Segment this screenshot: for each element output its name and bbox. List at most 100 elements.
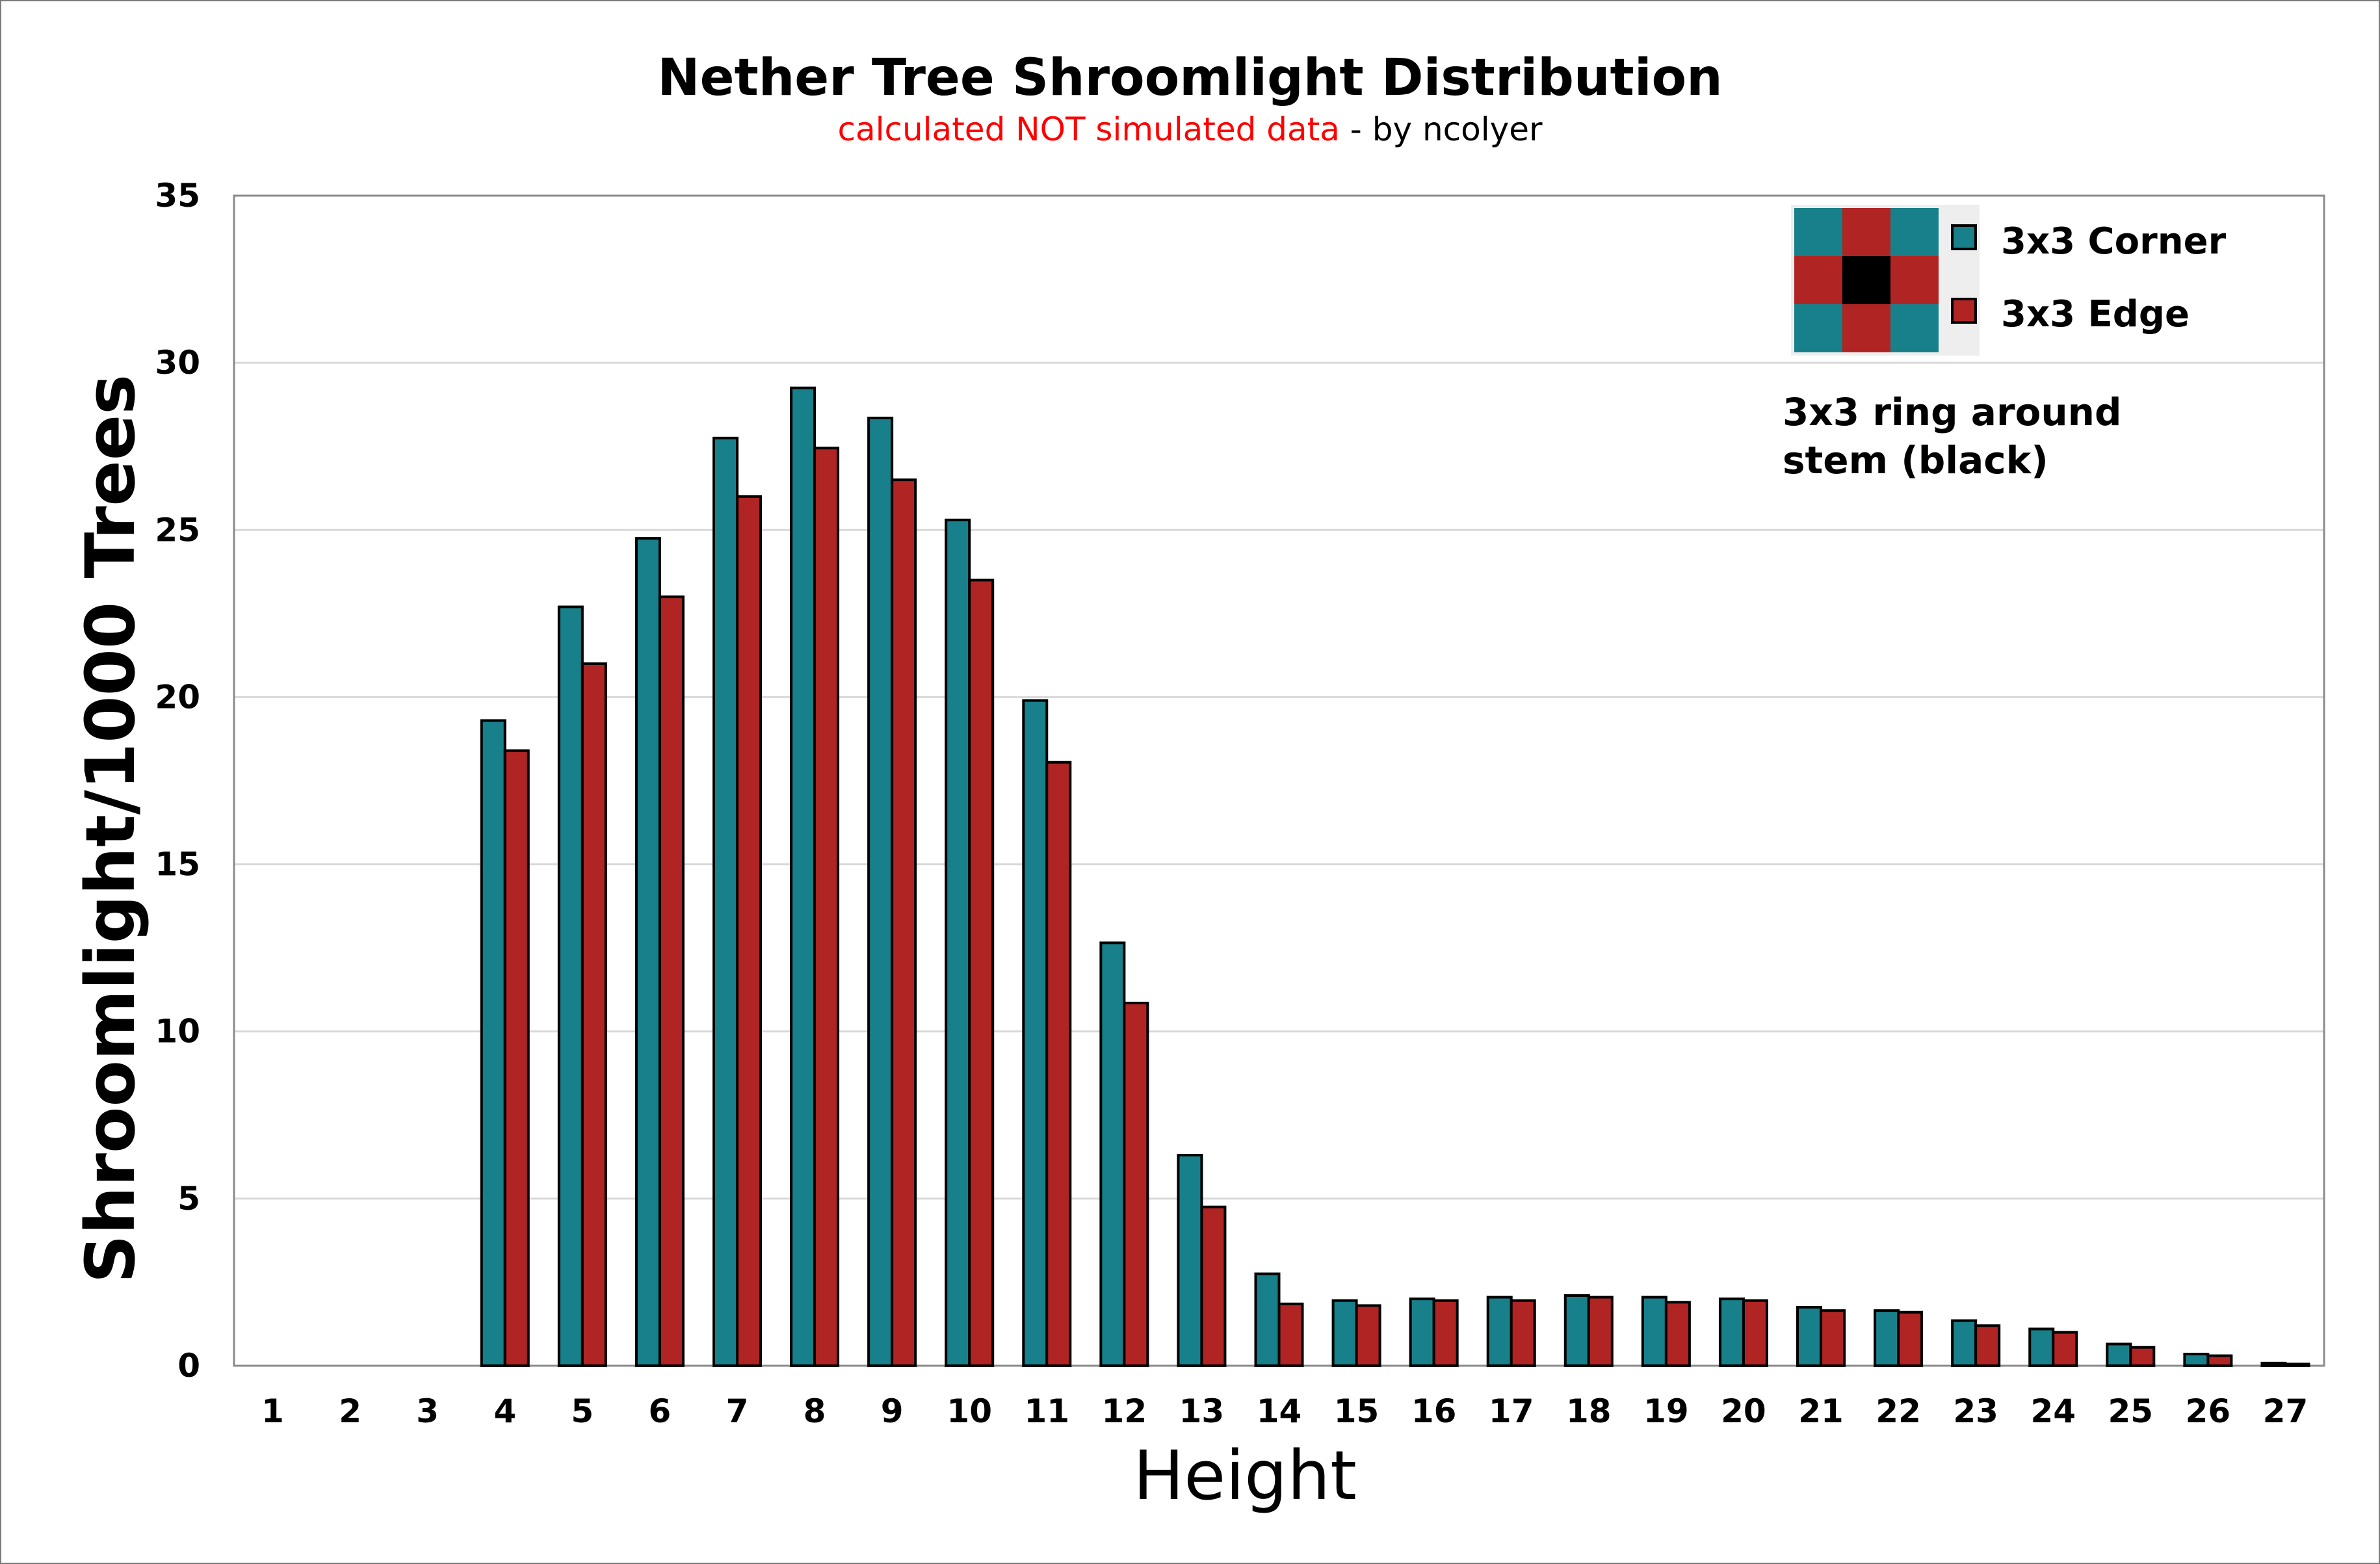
bar [1951, 1319, 1978, 1367]
x-tick-label: 3 [416, 1392, 439, 1430]
x-tick-label: 6 [649, 1392, 672, 1430]
bar [1355, 1304, 1381, 1368]
bar [735, 495, 762, 1367]
plot-area [233, 194, 2325, 1367]
subtitle-note: calculated NOT simulated data [837, 111, 1340, 148]
bar [2260, 1361, 2287, 1368]
annotation-line-2: stem (black) [1783, 438, 2048, 482]
bar [1486, 1296, 1513, 1367]
bar [813, 447, 840, 1367]
y-tick-label: 15 [155, 846, 200, 883]
bar [1432, 1299, 1459, 1367]
x-tick-label: 18 [1566, 1392, 1612, 1430]
bar [712, 436, 739, 1367]
bar [557, 605, 584, 1367]
bar [1200, 1205, 1227, 1367]
x-tick-label: 20 [1721, 1392, 1766, 1430]
bar [480, 719, 506, 1367]
bar [503, 749, 530, 1367]
x-tick-label: 27 [2263, 1392, 2308, 1430]
x-tick-label: 4 [493, 1392, 516, 1430]
annotation-line-1: 3x3 ring around [1783, 390, 2122, 434]
bar [1123, 1002, 1149, 1367]
bar [1820, 1309, 1846, 1367]
bar [2052, 1331, 2078, 1368]
bar [2028, 1327, 2055, 1368]
x-axis-label: Height [1133, 1436, 1357, 1515]
bar [790, 386, 817, 1368]
x-tick-label: 24 [2030, 1392, 2076, 1430]
ring-diagram-cell [1890, 256, 1939, 304]
bar [2183, 1353, 2210, 1367]
bar [1664, 1301, 1691, 1368]
ring-diagram-cell [1842, 208, 1890, 256]
x-tick-label: 14 [1257, 1392, 1302, 1430]
x-tick-labels: 1 2 3 4 5 6 7 8 9 10 11 12 13 14 15 16 17 18 19 20 21 22 23 24 2… [261, 1392, 2308, 1430]
x-tick-label: 12 [1102, 1392, 1147, 1430]
bar [1099, 941, 1126, 1367]
ring-diagram-cell [1794, 256, 1842, 304]
bar [1277, 1302, 1304, 1368]
x-tick-label: 19 [1643, 1392, 1689, 1430]
bar [2206, 1354, 2233, 1368]
ring-diagram-cell [1890, 208, 1939, 256]
ring-diagram-cell [1842, 256, 1890, 304]
y-tick-label: 25 [155, 511, 200, 549]
subtitle-author: - by ncolyer [1339, 111, 1543, 148]
bar [2129, 1346, 2156, 1368]
y-tick-label: 5 [177, 1180, 200, 1218]
bar [2106, 1342, 2132, 1368]
ring-diagram-cell [1794, 304, 1842, 352]
x-tick-label: 7 [726, 1392, 749, 1430]
y-tick-label: 35 [155, 177, 200, 215]
ring-diagram [1794, 208, 1939, 352]
x-tick-label: 23 [1953, 1392, 1998, 1430]
bar [1409, 1297, 1435, 1367]
bar [2284, 1362, 2310, 1367]
y-tick-label: 0 [177, 1347, 200, 1385]
bar [1718, 1297, 1745, 1367]
bar [1045, 761, 1072, 1367]
x-tick-label: 10 [947, 1392, 992, 1430]
x-tick-label: 11 [1024, 1392, 1069, 1430]
x-tick-label: 17 [1489, 1392, 1534, 1430]
bar [1022, 699, 1049, 1367]
y-tick-label: 10 [155, 1013, 200, 1050]
bar [1796, 1306, 1823, 1367]
legend-label-corner: 3x3 Corner [2001, 220, 2227, 263]
bar [867, 417, 894, 1367]
legend-label-edge: 3x3 Edge [2001, 293, 2190, 335]
bar [1510, 1299, 1536, 1367]
bar [1331, 1299, 1358, 1367]
legend-swatch-edge [1951, 298, 1977, 324]
bar [945, 518, 971, 1367]
bar [1587, 1296, 1614, 1367]
chart-title: Nether Tree Shroomlight Distribution [657, 49, 1723, 107]
bar [968, 579, 995, 1367]
y-tick-label: 20 [155, 678, 200, 716]
x-tick-label: 8 [804, 1392, 826, 1430]
bar [634, 537, 661, 1368]
x-tick-label: 15 [1334, 1392, 1380, 1430]
bar [1563, 1294, 1590, 1367]
bar [1254, 1272, 1281, 1367]
bars [480, 386, 2310, 1368]
x-tick-label: 22 [1876, 1392, 1921, 1430]
x-tick-label: 26 [2186, 1392, 2231, 1430]
chart-subtitle: calculated NOT simulated data - by ncoly… [0, 111, 2380, 148]
bar [1897, 1310, 1924, 1367]
bar [658, 595, 685, 1368]
bar [1974, 1324, 2001, 1368]
ring-diagram-cell [1890, 304, 1939, 352]
bar [1641, 1296, 1667, 1367]
grid-lines [234, 361, 2324, 1200]
y-tick-label: 30 [155, 344, 200, 382]
x-tick-label: 25 [2108, 1392, 2154, 1430]
x-tick-label: 16 [1411, 1392, 1457, 1430]
bar [1874, 1309, 1900, 1367]
ring-diagram-cell [1794, 208, 1842, 256]
bar [1742, 1299, 1768, 1367]
bar [1177, 1154, 1203, 1367]
bar [581, 662, 607, 1367]
